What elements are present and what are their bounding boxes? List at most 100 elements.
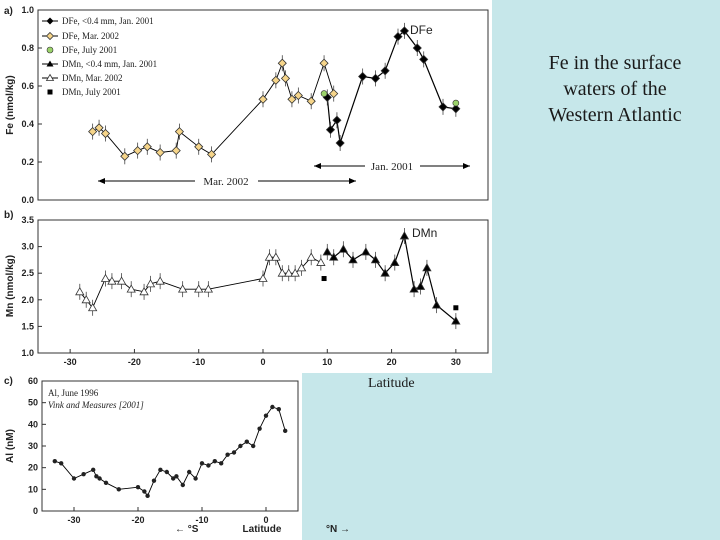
point-dfe-jan <box>451 104 461 114</box>
point-dfe-mar <box>207 149 217 159</box>
panel-a-ylabel: Fe (nmol/kg) <box>5 75 16 134</box>
panel-b-ytick-label: 1.5 <box>21 321 34 331</box>
panel-b-ytick-label: 2.5 <box>21 268 34 278</box>
point-al <box>219 461 224 466</box>
point-dmn-mar <box>75 287 85 296</box>
panel-c-ylabel: Al (nM) <box>5 429 16 463</box>
panel-b-background <box>0 207 492 373</box>
legend-marker-dmn-mar <box>45 73 55 81</box>
point-dmn-mar <box>100 273 111 282</box>
point-al <box>283 428 288 434</box>
point-dmn-jan <box>322 247 332 256</box>
point-dmn-mar <box>258 273 268 282</box>
point-dfe-mar <box>88 127 98 137</box>
point-dfe-mar <box>287 94 297 104</box>
chart-marks: 0.0 0.2 0.4 0.6 0.8 1.0 1.0 1.5 2.0 2.5 3.0 3.5 -30 -… <box>21 5 460 525</box>
panel-c-xlabel-south: ← °S <box>175 524 199 535</box>
point-dfe-mar <box>171 146 181 156</box>
point-dmn-mar <box>145 279 156 288</box>
point-dmn-jan <box>380 268 390 277</box>
point-dmn-mar <box>139 287 149 296</box>
point-dfe-jan <box>393 32 403 42</box>
panel-c-xlabel-north: °N → <box>326 524 350 535</box>
panel-a-letter: a) <box>4 6 13 17</box>
point-dfe-jan <box>399 26 409 36</box>
point-dmn-mar <box>81 294 91 304</box>
point-dfe-mar <box>280 73 291 83</box>
panel-c-ytick-label: 10 <box>28 484 38 494</box>
point-dmn-mar <box>87 302 98 312</box>
panel-b-xtick-label: 30 <box>451 357 461 367</box>
panel-a-ytick-label: 0.6 <box>21 81 34 91</box>
point-dfe-mar <box>133 146 143 156</box>
panel-c-xlabel: Latitude <box>243 524 282 535</box>
point-al <box>52 458 57 464</box>
annotation-mar-2002: Mar. 2002 <box>98 176 356 188</box>
point-dmn-jan <box>409 284 419 293</box>
point-dfe-mar <box>120 151 130 161</box>
point-al <box>193 476 198 481</box>
point-dmn-mar <box>126 284 136 293</box>
point-al <box>135 484 141 490</box>
panel-c-ytick-label: 20 <box>28 463 38 473</box>
point-al <box>158 467 163 473</box>
point-al <box>270 404 275 410</box>
panel-a-ytick-label: 0.4 <box>21 119 34 129</box>
point-al <box>276 406 281 412</box>
point-al <box>71 476 77 481</box>
panel-c-letter: c) <box>4 376 13 387</box>
point-dmn-jan <box>431 300 442 309</box>
panel-c-ytick-label: 40 <box>28 419 38 429</box>
legend-marker-dfe-mar <box>45 31 55 41</box>
point-al <box>206 463 211 468</box>
point-dfe-mar <box>194 142 204 152</box>
panel-b-ylabel: Mn (nmol/kg) <box>5 255 16 317</box>
panel-b-xtick-label: 0 <box>260 357 265 367</box>
panel-c-ytick-label: 30 <box>28 441 38 451</box>
point-dmn-jan <box>451 316 461 325</box>
legend-marker-dmn-jan <box>46 60 54 67</box>
panel-a-ytick-label: 1.0 <box>21 5 34 15</box>
panel-b-ytick-label: 3.5 <box>21 215 34 225</box>
point-al <box>81 471 86 477</box>
legend-panel-a: DFe, <0.4 mm, Jan. 2001 DFe, Mar. 2002 D… <box>42 16 157 97</box>
legend-text-dmn-jan: DMn, <0.4 mm, Jan. 2001 <box>62 59 157 69</box>
panel-b-ytick-label: 3.0 <box>21 242 34 252</box>
point-al <box>145 493 150 499</box>
point-dfe-jan <box>419 54 429 64</box>
point-al <box>231 450 237 455</box>
panel-a-background <box>0 0 492 210</box>
point-al <box>244 439 249 444</box>
point-dfe-mar <box>258 94 268 104</box>
point-dmn-jan <box>415 281 426 290</box>
point-al <box>59 461 64 466</box>
point-dmn-mar <box>264 252 275 261</box>
point-dmn-mar <box>290 268 300 277</box>
panel-a-ytick-label: 0.0 <box>21 195 34 205</box>
point-dmn-mar <box>284 268 294 277</box>
panel-b-letter: b) <box>4 210 13 221</box>
point-dfe-mar <box>94 123 104 133</box>
point-al <box>151 478 157 483</box>
point-al <box>97 476 102 481</box>
panel-c-xtick-label: -10 <box>195 515 208 525</box>
annotation-jan-2001-text: Jan. 2001 <box>371 161 413 173</box>
point-al <box>171 476 176 481</box>
legend-marker-dfe-jan <box>46 17 54 25</box>
panel-c-xtick-label: -30 <box>67 515 80 525</box>
point-al <box>116 487 122 492</box>
point-dfe-mar <box>306 96 316 106</box>
panel-c-ytick-label: 60 <box>28 376 38 386</box>
panel-c-xtick-label: -20 <box>131 515 144 525</box>
legend-text-dfe-jul: DFe, July 2001 <box>62 45 117 55</box>
legend-text-dmn-jul: DMn, July 2001 <box>62 87 121 97</box>
point-al <box>199 461 205 466</box>
point-dmn-jan <box>399 231 410 240</box>
panel-a-frame <box>37 9 489 201</box>
point-al <box>164 469 169 475</box>
point-dfe-jan <box>358 71 368 82</box>
point-dmn-jul <box>453 305 459 311</box>
panel-b-xtick-label: 20 <box>387 357 397 367</box>
point-al <box>263 413 269 418</box>
point-al <box>257 426 262 431</box>
